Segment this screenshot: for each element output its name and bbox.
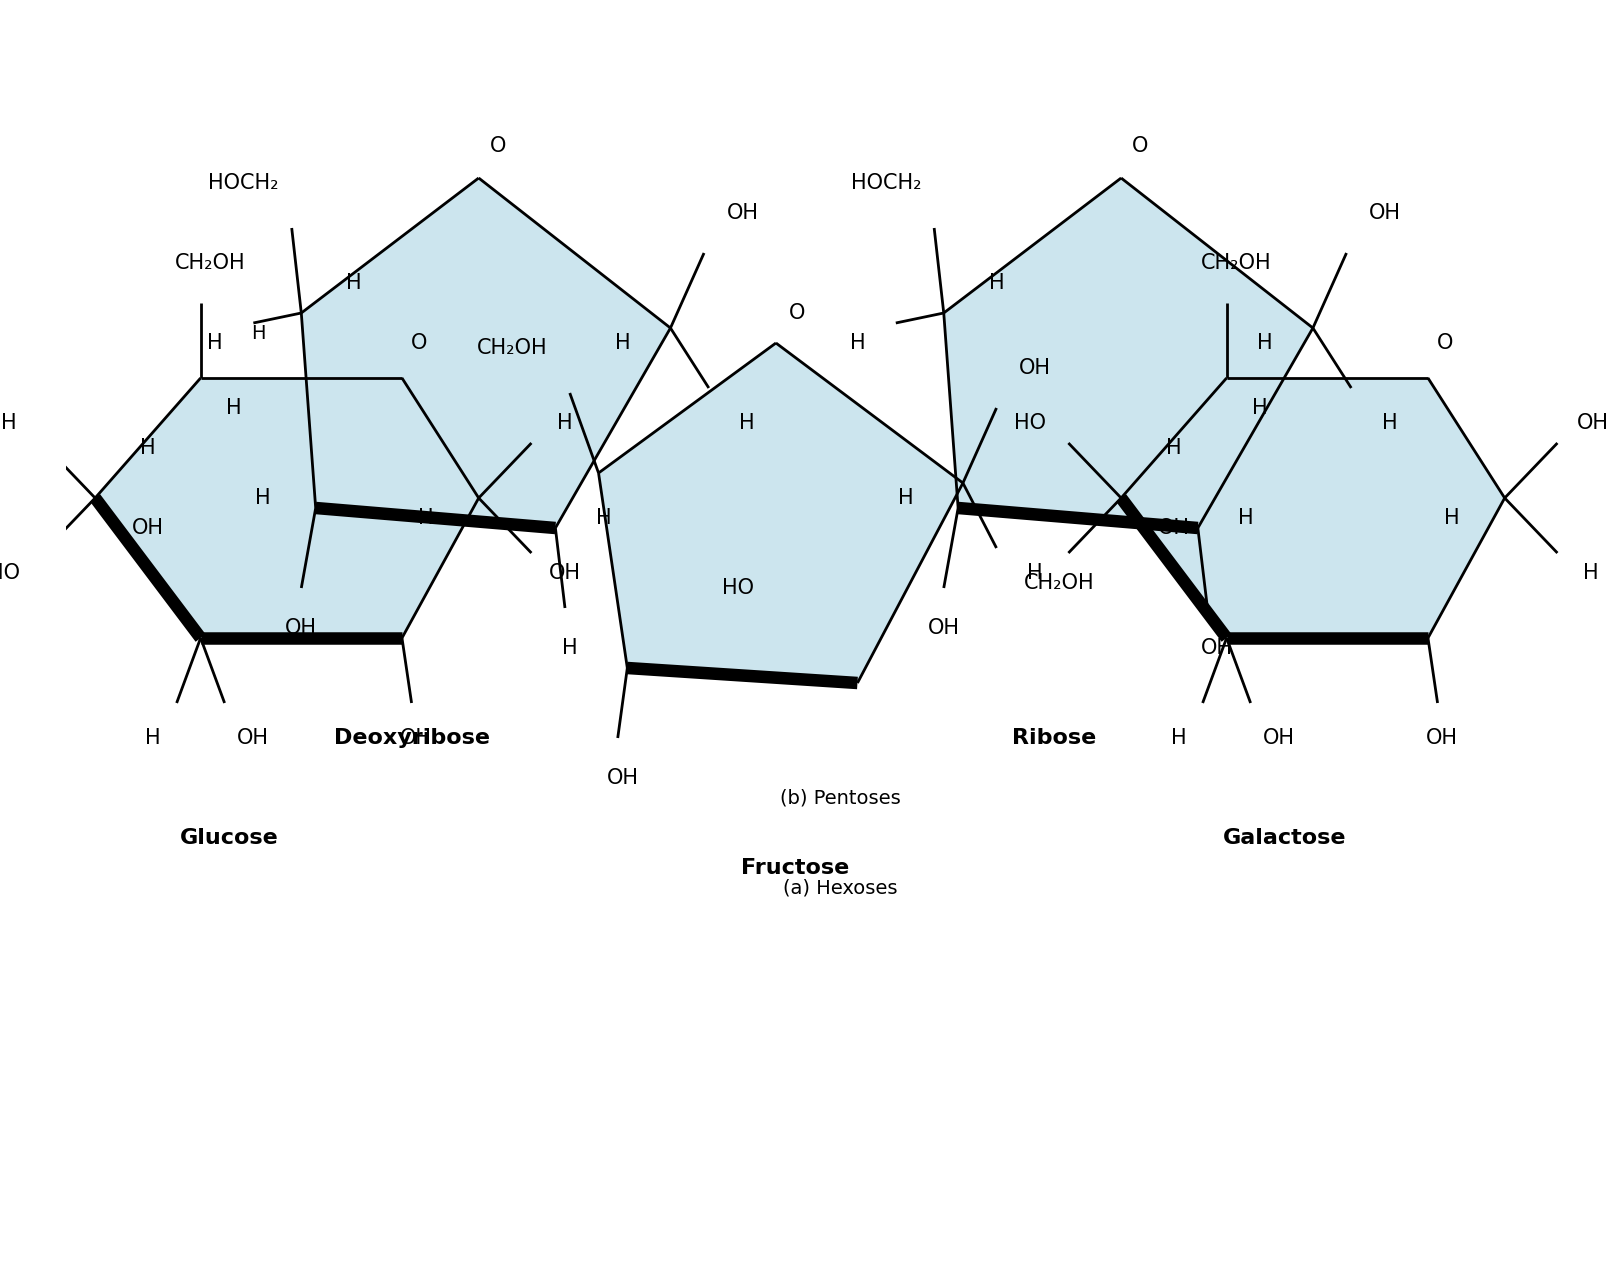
Text: OH: OH bbox=[928, 619, 960, 638]
Text: OH: OH bbox=[237, 728, 270, 748]
Text: OH: OH bbox=[726, 203, 759, 222]
Text: H: H bbox=[255, 488, 271, 507]
Polygon shape bbox=[95, 378, 479, 638]
Text: H: H bbox=[1027, 564, 1043, 583]
Text: CH₂OH: CH₂OH bbox=[174, 253, 245, 273]
Text: H: H bbox=[1382, 413, 1398, 433]
Text: H: H bbox=[1170, 728, 1186, 748]
Text: OH: OH bbox=[132, 518, 165, 538]
Text: H: H bbox=[989, 273, 1004, 293]
Text: CH₂OH: CH₂OH bbox=[1201, 253, 1272, 273]
Polygon shape bbox=[599, 343, 964, 682]
Text: H: H bbox=[1445, 507, 1459, 528]
Text: OH: OH bbox=[1018, 358, 1051, 378]
Text: O: O bbox=[412, 334, 428, 353]
Polygon shape bbox=[1122, 378, 1504, 638]
Text: OH: OH bbox=[400, 728, 433, 748]
Text: O: O bbox=[489, 135, 507, 156]
Text: H: H bbox=[596, 507, 612, 528]
Text: OH: OH bbox=[1264, 728, 1296, 748]
Text: H: H bbox=[562, 638, 578, 658]
Text: Ribose: Ribose bbox=[1012, 728, 1096, 748]
Text: OH: OH bbox=[1157, 518, 1190, 538]
Text: H: H bbox=[1583, 564, 1599, 583]
Text: O: O bbox=[1436, 334, 1454, 353]
Text: HO: HO bbox=[1014, 413, 1046, 433]
Text: H: H bbox=[418, 507, 434, 528]
Text: H: H bbox=[140, 438, 155, 458]
Text: H: H bbox=[145, 728, 160, 748]
Text: OH: OH bbox=[1369, 203, 1401, 222]
Polygon shape bbox=[302, 178, 670, 528]
Text: O: O bbox=[1131, 135, 1149, 156]
Text: OH: OH bbox=[1577, 413, 1609, 433]
Text: (a) Hexoses: (a) Hexoses bbox=[783, 878, 897, 897]
Text: O: O bbox=[789, 303, 805, 323]
Text: H: H bbox=[347, 273, 362, 293]
Text: Galactose: Galactose bbox=[1222, 828, 1346, 849]
Text: H: H bbox=[1238, 507, 1254, 528]
Text: H: H bbox=[1257, 334, 1273, 353]
Text: OH: OH bbox=[607, 768, 639, 789]
Text: H: H bbox=[739, 413, 755, 433]
Text: HOCH₂: HOCH₂ bbox=[851, 173, 922, 193]
Text: HOCH₂: HOCH₂ bbox=[208, 173, 279, 193]
Text: Deoxyribose: Deoxyribose bbox=[334, 728, 489, 748]
Text: Fructose: Fructose bbox=[741, 858, 849, 878]
Text: CH₂OH: CH₂OH bbox=[478, 337, 547, 358]
Text: H: H bbox=[557, 413, 573, 433]
Text: H: H bbox=[207, 334, 223, 353]
Text: Glucose: Glucose bbox=[181, 828, 279, 849]
Text: OH: OH bbox=[549, 564, 581, 583]
Text: HO: HO bbox=[721, 578, 754, 598]
Text: H: H bbox=[1165, 438, 1181, 458]
Text: (b) Pentoses: (b) Pentoses bbox=[780, 789, 901, 808]
Text: OH: OH bbox=[1201, 638, 1233, 658]
Text: H: H bbox=[615, 334, 631, 353]
Text: H: H bbox=[226, 397, 242, 418]
Text: HO: HO bbox=[0, 564, 19, 583]
Text: H: H bbox=[1252, 397, 1269, 418]
Text: CH₂OH: CH₂OH bbox=[1023, 573, 1094, 593]
Polygon shape bbox=[944, 178, 1312, 528]
Text: H: H bbox=[2, 413, 16, 433]
Text: H: H bbox=[250, 323, 265, 343]
Text: OH: OH bbox=[286, 619, 318, 638]
Text: OH: OH bbox=[1427, 728, 1459, 748]
Text: H: H bbox=[897, 488, 914, 507]
Text: H: H bbox=[849, 334, 865, 353]
